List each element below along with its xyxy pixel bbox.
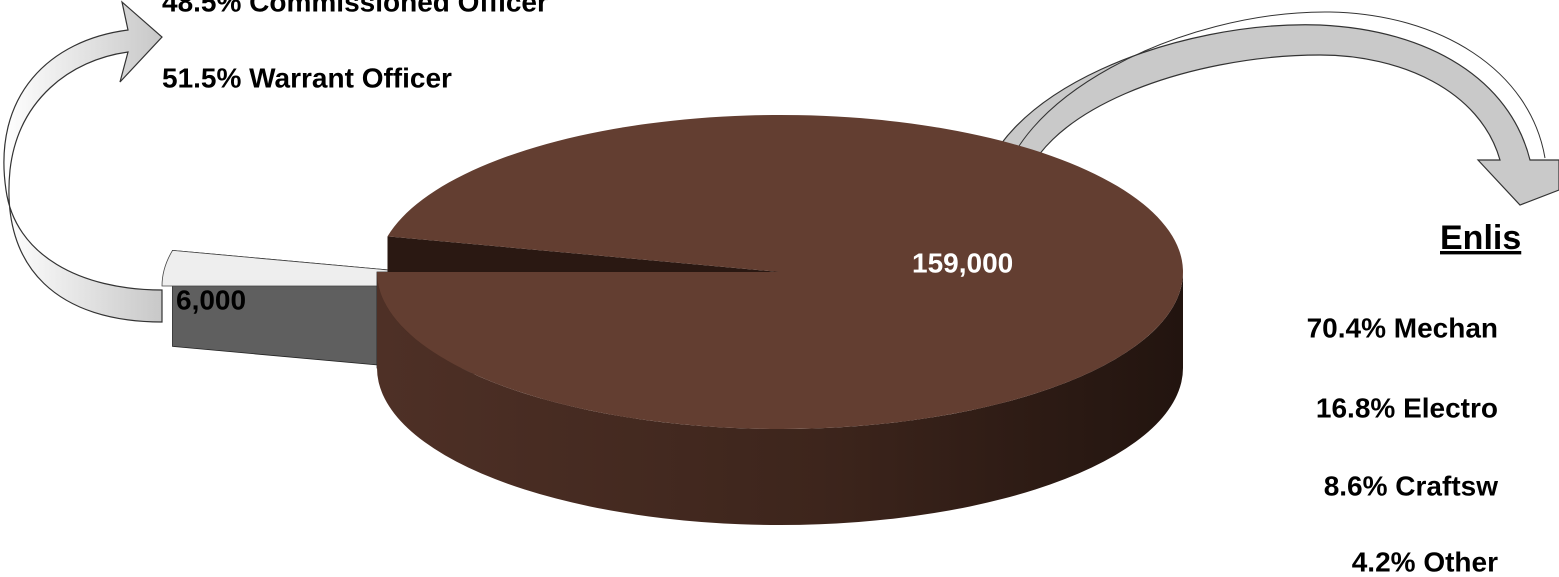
right-item: 70.4% Mechan [1307, 312, 1498, 343]
right-arrow [977, 24, 1559, 206]
left-arrow [3, 0, 163, 323]
right-item: 4.2% Other [1352, 546, 1498, 577]
slice-side [377, 272, 1183, 525]
annotation: 51.5% Warrant Officer [162, 62, 452, 93]
slice [377, 115, 1183, 430]
pie: 6,000 159,000 [161, 115, 1183, 525]
data-label: 6,000 [176, 284, 246, 315]
right-arrow-outline [999, 11, 1546, 201]
right-item: 8.6% Craftsw [1324, 470, 1499, 501]
annotation: 48.5% Commissioned Officer [162, 0, 548, 17]
data-label: 159,000 [912, 247, 1013, 278]
right-item: 16.8% Electro [1316, 392, 1498, 423]
right-heading: Enlis [1440, 219, 1521, 257]
